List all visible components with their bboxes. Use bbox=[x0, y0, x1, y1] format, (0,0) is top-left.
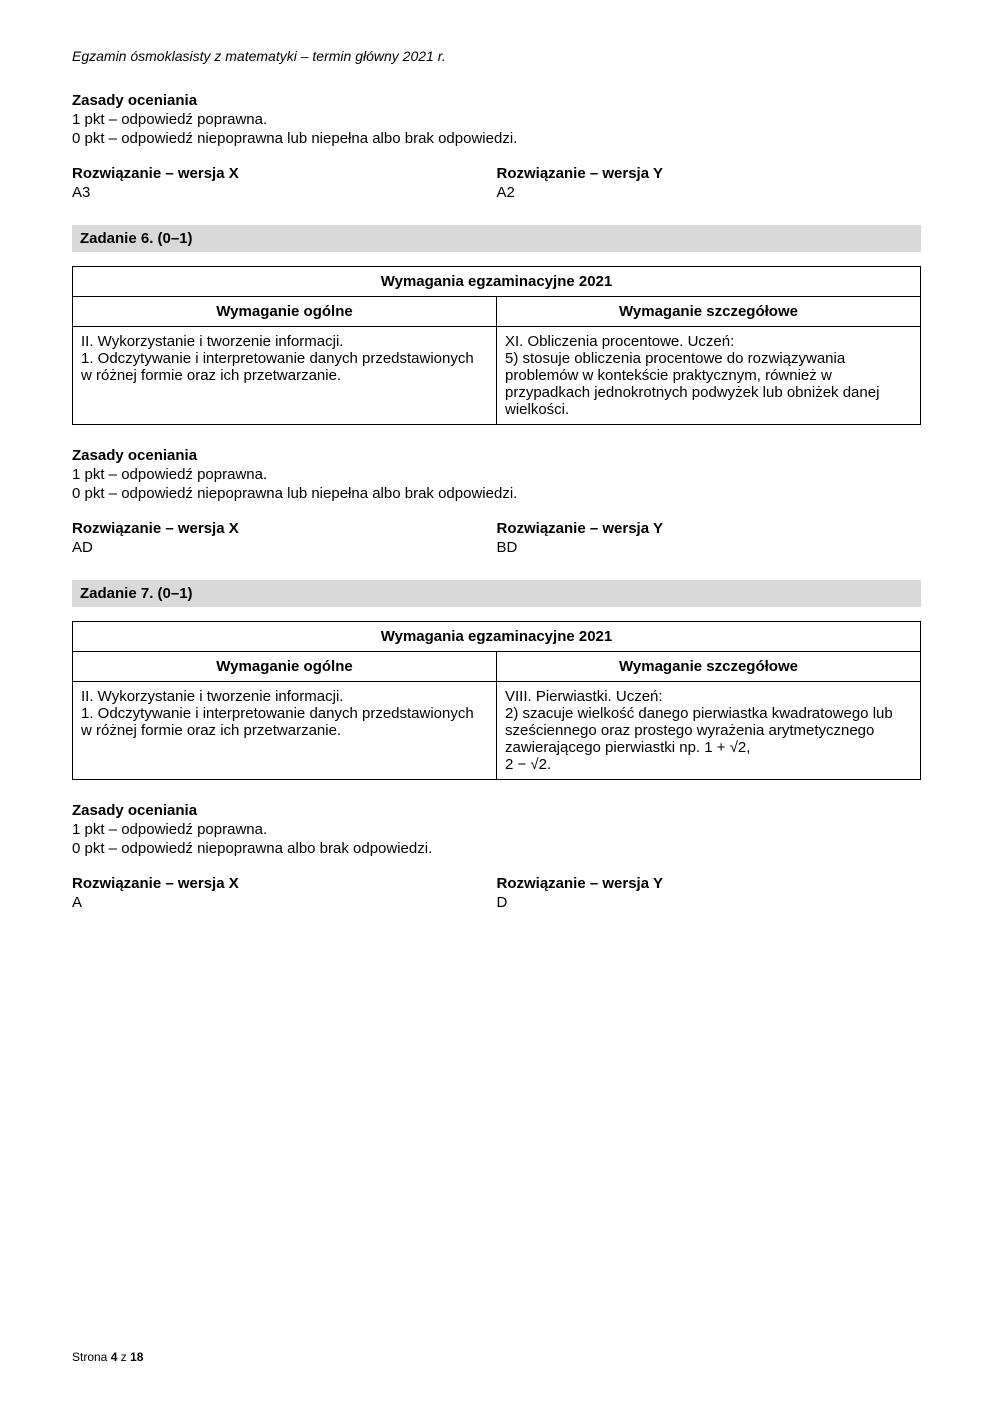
page-footer: Strona 4 z 18 bbox=[72, 1350, 143, 1364]
solution-y-label-6: Rozwiązanie – wersja Y bbox=[497, 520, 922, 537]
task-6-left-cell: II. Wykorzystanie i tworzenie informacji… bbox=[73, 327, 497, 425]
document-header: Egzamin ósmoklasisty z matematyki – term… bbox=[72, 48, 921, 64]
scoring-line-2-7: 0 pkt – odpowiedź niepoprawna albo brak … bbox=[72, 840, 921, 857]
solution-y-value-top: A2 bbox=[497, 184, 922, 201]
footer-pre: Strona bbox=[72, 1350, 111, 1364]
task-6-col-left-heading: Wymaganie ogólne bbox=[73, 297, 497, 327]
scoring-line-1-6: 1 pkt – odpowiedź poprawna. bbox=[72, 466, 921, 483]
task-6-right-cell: XI. Obliczenia procentowe. Uczeń: 5) sto… bbox=[497, 327, 921, 425]
solution-y-label-top: Rozwiązanie – wersja Y bbox=[497, 165, 922, 182]
scoring-heading-top: Zasady oceniania bbox=[72, 92, 921, 109]
solution-y-value-6: BD bbox=[497, 539, 922, 556]
footer-total: 18 bbox=[130, 1350, 143, 1364]
scoring-line-1-top: 1 pkt – odpowiedź poprawna. bbox=[72, 111, 921, 128]
scoring-line-2-top: 0 pkt – odpowiedź niepoprawna lub niepeł… bbox=[72, 130, 921, 147]
solution-row-top: Rozwiązanie – wersja X A3 Rozwiązanie – … bbox=[72, 165, 921, 201]
task-7-bar: Zadanie 7. (0–1) bbox=[72, 580, 921, 607]
scoring-line-2-6: 0 pkt – odpowiedź niepoprawna lub niepeł… bbox=[72, 485, 921, 502]
task-7-col-left-heading: Wymaganie ogólne bbox=[73, 652, 497, 682]
solution-y-label-7: Rozwiązanie – wersja Y bbox=[497, 875, 922, 892]
footer-mid: z bbox=[117, 1350, 130, 1364]
task-7-math-2: 2 − √2 bbox=[505, 756, 547, 773]
task-6-table-title: Wymagania egzaminacyjne 2021 bbox=[73, 267, 921, 297]
page: Egzamin ósmoklasisty z matematyki – term… bbox=[0, 0, 993, 1404]
task-7-math-1: 1 + √2 bbox=[704, 739, 746, 756]
solution-x-value-top: A3 bbox=[72, 184, 497, 201]
task-6-col-right-heading: Wymaganie szczegółowe bbox=[497, 297, 921, 327]
scoring-heading-7: Zasady oceniania bbox=[72, 802, 921, 819]
task-7-left-cell: II. Wykorzystanie i tworzenie informacji… bbox=[73, 682, 497, 780]
task-7-table-title: Wymagania egzaminacyjne 2021 bbox=[73, 622, 921, 652]
solution-x-value-7: A bbox=[72, 894, 497, 911]
task-7-right-post: . bbox=[547, 756, 551, 773]
task-7-right-mid: , bbox=[746, 739, 750, 756]
solution-y-value-7: D bbox=[497, 894, 922, 911]
solution-x-label-7: Rozwiązanie – wersja X bbox=[72, 875, 497, 892]
solution-x-label-6: Rozwiązanie – wersja X bbox=[72, 520, 497, 537]
task-6-table: Wymagania egzaminacyjne 2021 Wymaganie o… bbox=[72, 266, 921, 425]
solution-row-6: Rozwiązanie – wersja X AD Rozwiązanie – … bbox=[72, 520, 921, 556]
task-7-table: Wymagania egzaminacyjne 2021 Wymaganie o… bbox=[72, 621, 921, 780]
solution-x-value-6: AD bbox=[72, 539, 497, 556]
task-7-right-cell: VIII. Pierwiastki. Uczeń: 2) szacuje wie… bbox=[497, 682, 921, 780]
task-7-right-pre: VIII. Pierwiastki. Uczeń: 2) szacuje wie… bbox=[505, 688, 893, 756]
solution-row-7: Rozwiązanie – wersja X A Rozwiązanie – w… bbox=[72, 875, 921, 911]
task-6-bar: Zadanie 6. (0–1) bbox=[72, 225, 921, 252]
scoring-heading-6: Zasady oceniania bbox=[72, 447, 921, 464]
solution-x-label-top: Rozwiązanie – wersja X bbox=[72, 165, 497, 182]
scoring-line-1-7: 1 pkt – odpowiedź poprawna. bbox=[72, 821, 921, 838]
task-7-col-right-heading: Wymaganie szczegółowe bbox=[497, 652, 921, 682]
